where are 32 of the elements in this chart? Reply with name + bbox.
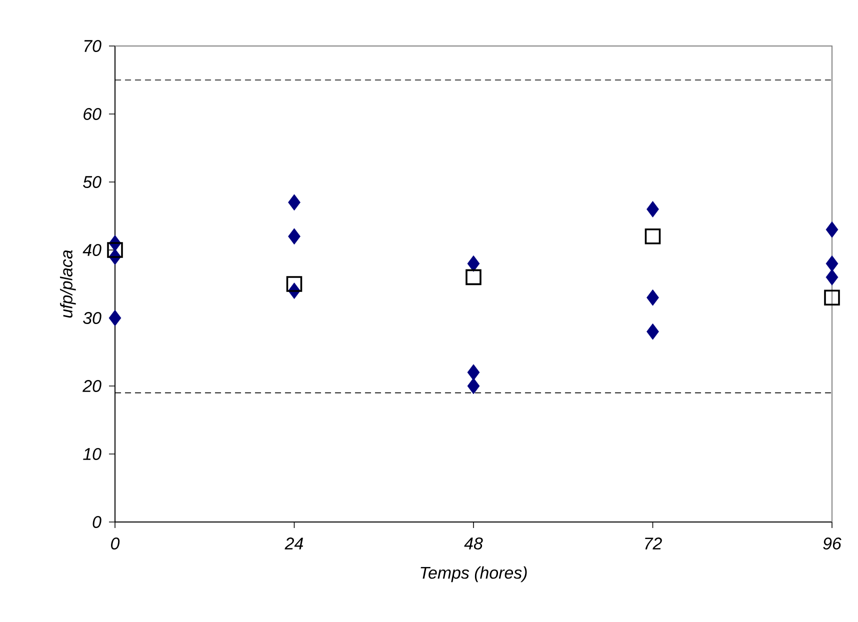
point xyxy=(288,194,300,211)
point xyxy=(286,276,302,292)
y-axis-title: ufp/placa xyxy=(60,250,76,318)
point xyxy=(466,269,482,286)
point xyxy=(467,255,480,272)
point xyxy=(644,228,661,244)
x-tick-label: 96 xyxy=(823,538,842,550)
point xyxy=(824,290,840,306)
point xyxy=(646,323,659,340)
point xyxy=(826,269,838,286)
x-axis-title: Temps (hores) xyxy=(420,566,527,582)
y-tick-label: 30 xyxy=(83,312,102,324)
y-tick-label: 40 xyxy=(82,244,102,256)
point xyxy=(467,364,480,381)
point xyxy=(646,289,659,306)
point xyxy=(107,242,123,258)
x-tick-label: 0 xyxy=(111,538,120,550)
y-tick-label: 0 xyxy=(92,516,102,528)
y-tick-label: 60 xyxy=(84,108,102,120)
point xyxy=(288,228,300,245)
y-tick-label: 70 xyxy=(84,40,102,52)
point xyxy=(646,201,659,218)
x-tick-label: 48 xyxy=(464,538,483,550)
point xyxy=(826,221,838,238)
point xyxy=(826,255,838,272)
y-tick-label: 10 xyxy=(83,448,102,460)
x-tick-label: 24 xyxy=(284,538,304,550)
point xyxy=(108,310,122,326)
point xyxy=(467,378,480,394)
y-tick-label: 20 xyxy=(82,380,102,392)
y-tick-label: 50 xyxy=(83,176,102,188)
x-tick-label: 72 xyxy=(645,538,662,550)
